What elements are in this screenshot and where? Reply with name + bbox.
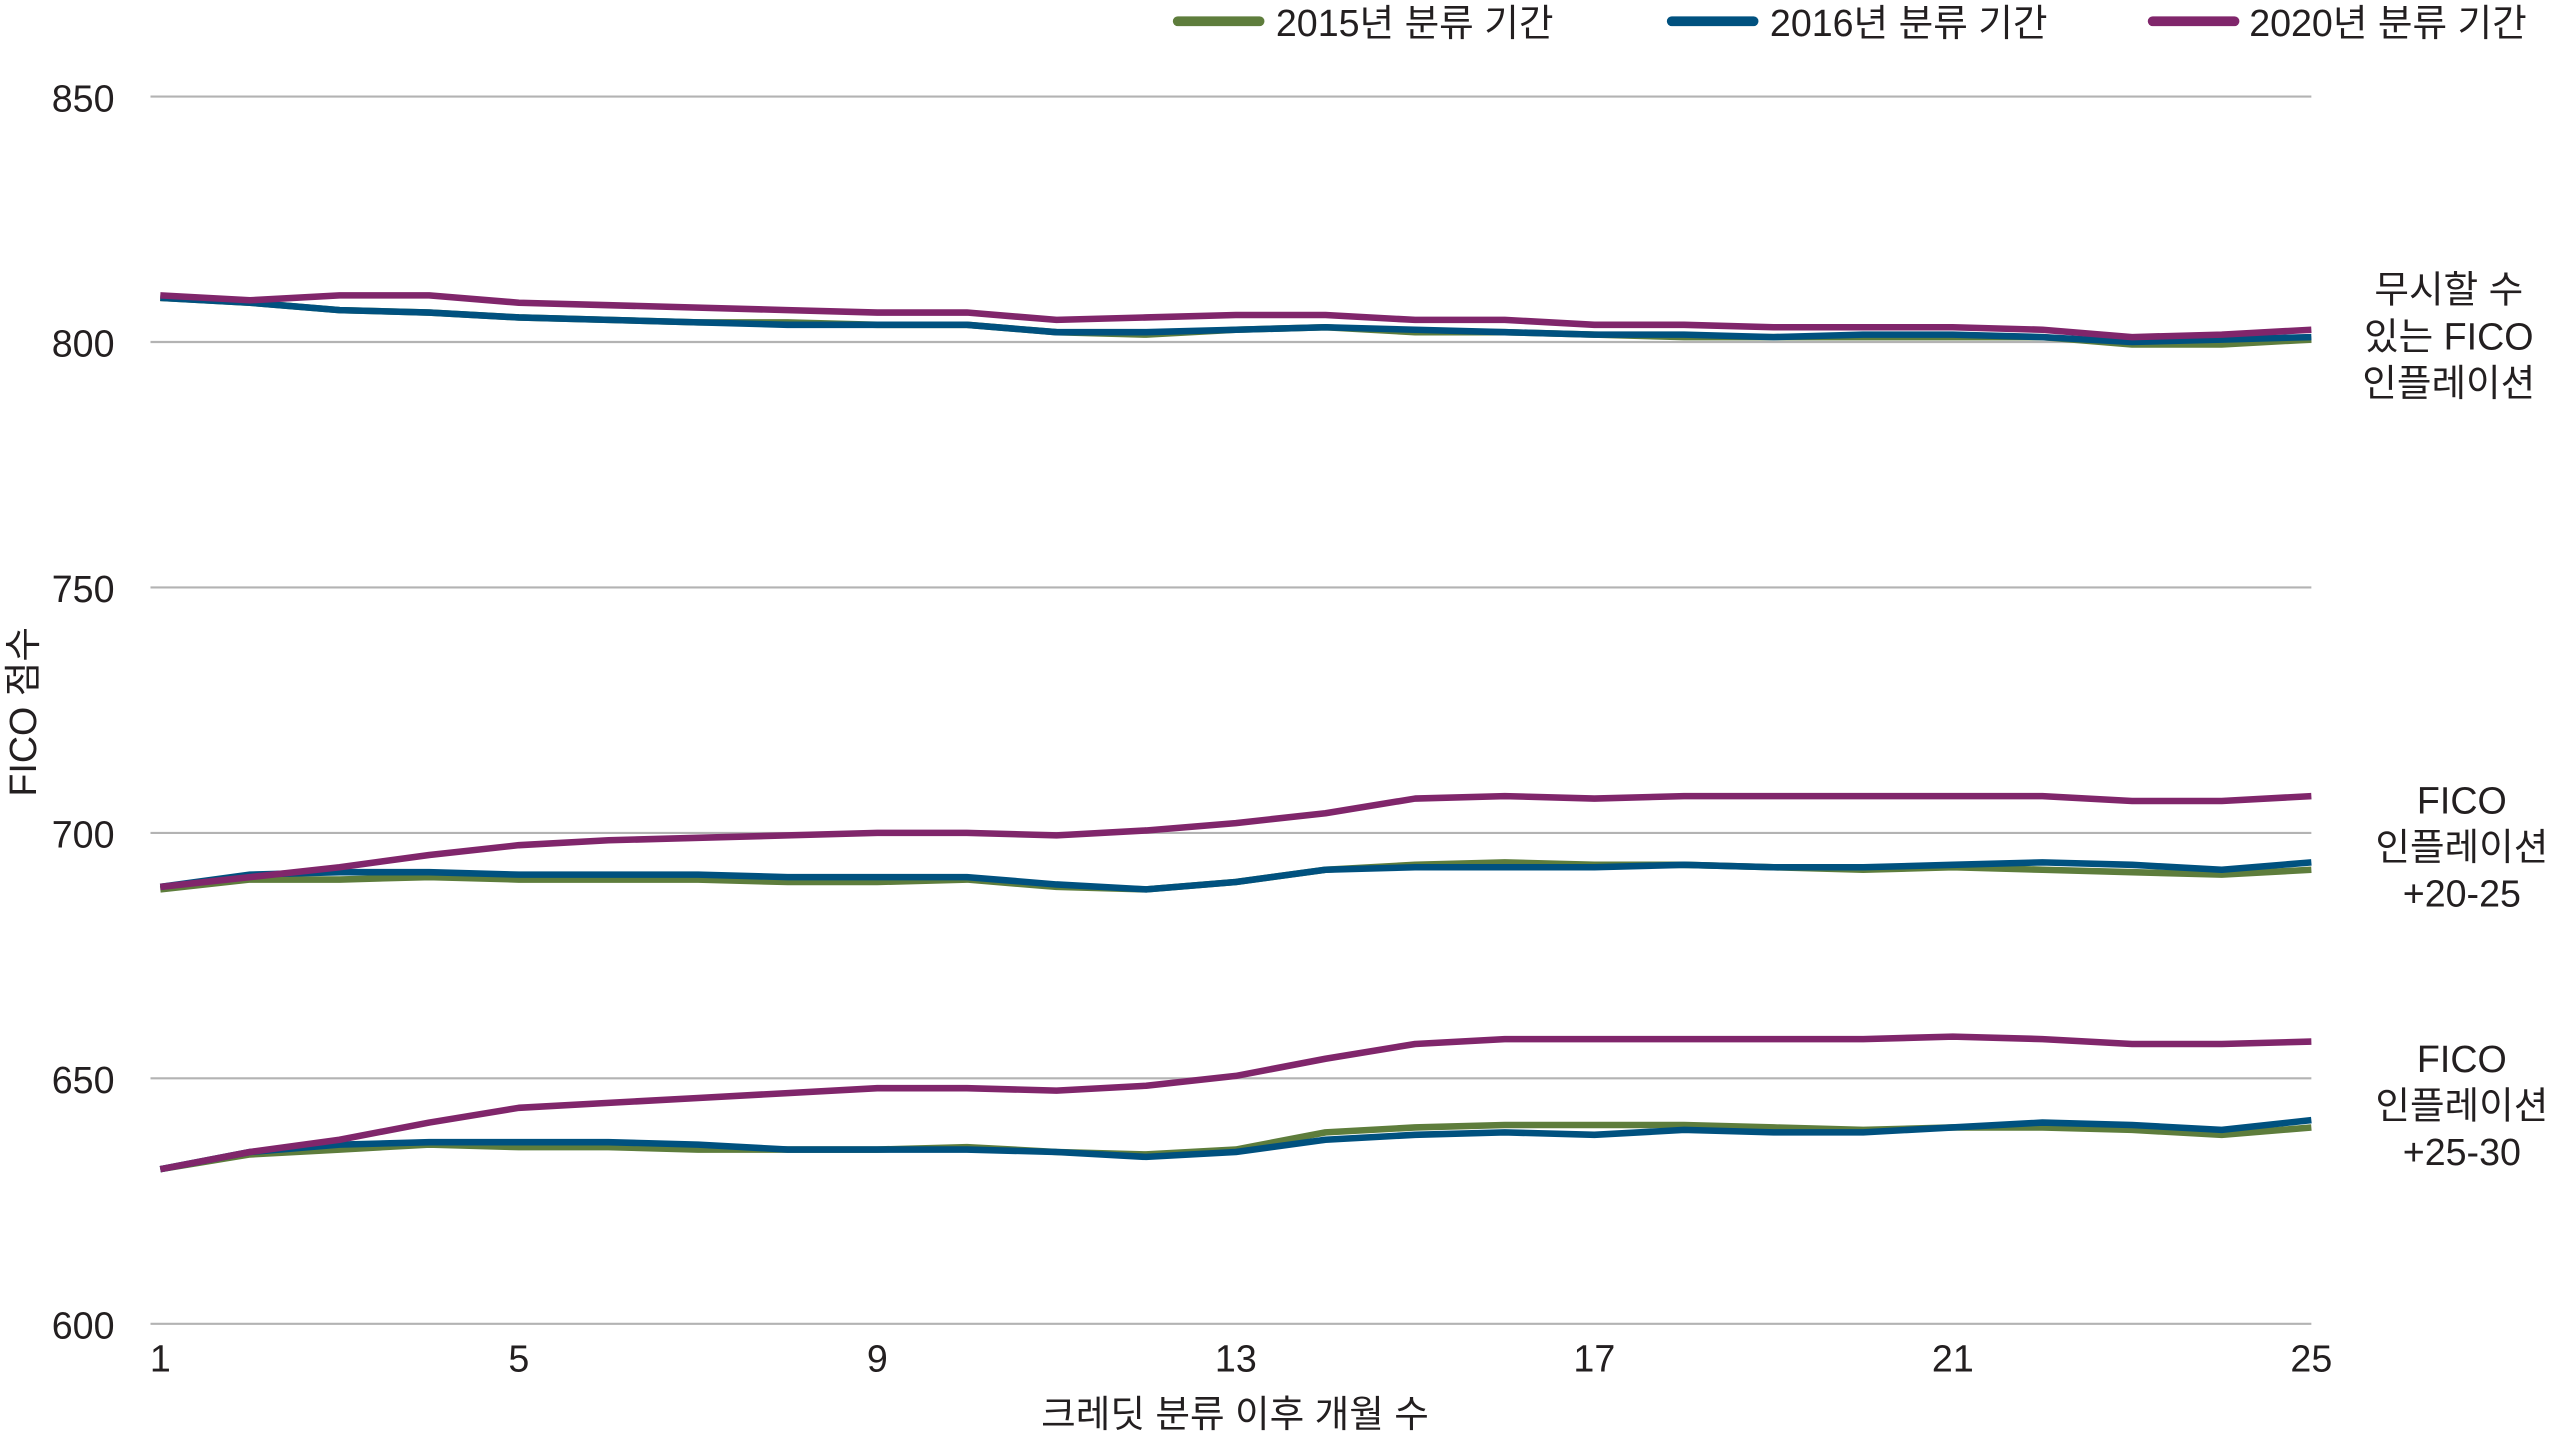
legend-label: 2015년 분류 기간 bbox=[1276, 2, 1554, 44]
x-tick-label: 13 bbox=[1215, 1337, 1257, 1379]
y-axis-title: FICO 점수 bbox=[2, 627, 44, 797]
gridlines bbox=[150, 95, 2312, 1325]
y-axis-ticks: 600 650 700 750 800 850 bbox=[52, 77, 115, 1346]
x-tick-label: 21 bbox=[1932, 1337, 1974, 1379]
x-tick-label: 9 bbox=[867, 1337, 888, 1379]
group-label-line: 무시할 수 bbox=[2374, 269, 2523, 311]
series-line-2015 bbox=[159, 1121, 2312, 1173]
group-label-line: FICO bbox=[2417, 1038, 2507, 1080]
group-label-line: 인플레이션 bbox=[2375, 826, 2548, 868]
y-tick-label: 800 bbox=[52, 323, 115, 365]
group-labels: 무시할 수있는 FICO인플레이션FICO인플레이션+20-25FICO인플레이… bbox=[2362, 269, 2548, 1173]
group-label-line: 인플레이션 bbox=[2362, 362, 2535, 404]
x-tick-label: 17 bbox=[1573, 1337, 1615, 1379]
legend-item-2020[interactable]: 2020년 분류 기간 bbox=[2147, 2, 2527, 44]
series-line-2016 bbox=[160, 294, 2312, 346]
x-tick-label: 25 bbox=[2290, 1337, 2332, 1379]
x-tick-label: 1 bbox=[150, 1337, 171, 1379]
legend: 2015년 분류 기간 2016년 분류 기간 2020년 분류 기간 bbox=[1172, 2, 2527, 44]
x-tick-label: 5 bbox=[508, 1337, 529, 1379]
group-label-line: 있는 FICO bbox=[2364, 315, 2533, 357]
legend-item-2015[interactable]: 2015년 분류 기간 bbox=[1172, 2, 1554, 44]
y-tick-label: 600 bbox=[52, 1305, 115, 1347]
x-axis-title: 크레딧 분류 이후 개월 수 bbox=[1041, 1393, 1429, 1435]
y-tick-label: 850 bbox=[52, 77, 115, 119]
series-lines bbox=[159, 292, 2312, 1173]
x-axis-ticks: 1 5 9 13 17 21 25 bbox=[150, 1337, 2332, 1379]
y-tick-label: 700 bbox=[52, 814, 115, 856]
y-tick-label: 650 bbox=[52, 1059, 115, 1101]
series-line-2020 bbox=[160, 292, 2312, 341]
legend-label: 2020년 분류 기간 bbox=[2249, 2, 2527, 44]
legend-item-2016[interactable]: 2016년 분류 기간 bbox=[1666, 2, 2048, 44]
legend-label: 2016년 분류 기간 bbox=[1770, 2, 2048, 44]
series-line-2016 bbox=[159, 1116, 2312, 1173]
group-label-line: 인플레이션 bbox=[2375, 1084, 2548, 1126]
y-tick-label: 750 bbox=[52, 568, 115, 610]
series-line-2020 bbox=[159, 1033, 2312, 1173]
group-label-line: FICO bbox=[2417, 779, 2507, 821]
series-line-2016 bbox=[159, 859, 2312, 893]
series-line-2020 bbox=[159, 792, 2312, 891]
group-label-line: +20-25 bbox=[2403, 873, 2521, 915]
group-label-line: +25-30 bbox=[2403, 1131, 2521, 1173]
